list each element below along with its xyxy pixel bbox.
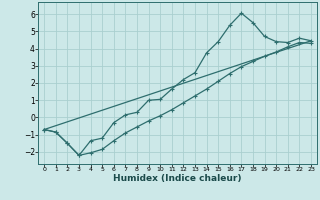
X-axis label: Humidex (Indice chaleur): Humidex (Indice chaleur) [113, 174, 242, 183]
